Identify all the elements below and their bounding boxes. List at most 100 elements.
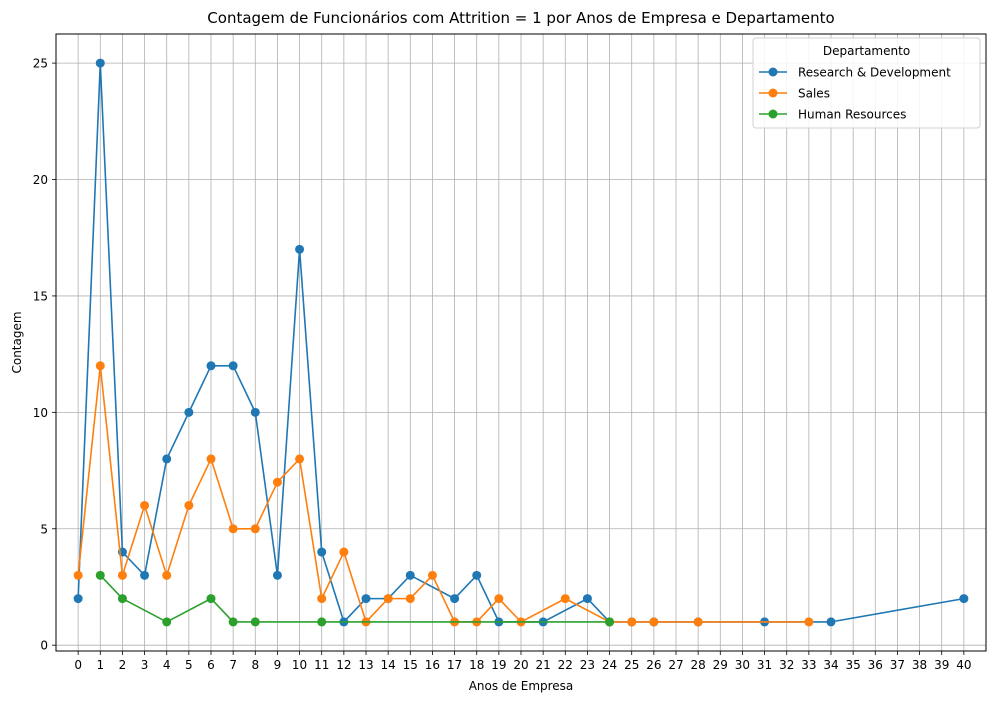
x-tick-label: 6: [207, 658, 215, 672]
x-tick-label: 14: [381, 658, 396, 672]
legend-title: Departamento: [823, 44, 910, 58]
data-point: [649, 617, 659, 627]
data-point: [184, 407, 194, 417]
x-tick-label: 28: [691, 658, 706, 672]
x-tick-label: 3: [141, 658, 149, 672]
x-tick-label: 2: [119, 658, 127, 672]
x-tick-label: 4: [163, 658, 171, 672]
legend-item: Sales: [759, 87, 830, 101]
data-point: [140, 500, 150, 510]
data-point: [427, 570, 437, 580]
legend-swatch-marker: [768, 109, 778, 119]
legend-item: Research & Development: [759, 66, 951, 80]
series-line: [99, 574, 610, 623]
data-point: [95, 361, 105, 371]
y-tick-label: 20: [33, 173, 48, 187]
legend-swatch-marker: [768, 88, 778, 98]
data-point: [693, 617, 703, 627]
data-point: [117, 570, 127, 580]
y-tick-label: 15: [33, 289, 48, 303]
x-tick-label: 32: [779, 658, 794, 672]
data-point: [162, 570, 172, 580]
x-tick-label: 9: [274, 658, 282, 672]
data-point: [295, 244, 305, 254]
legend-item: Human Resources: [759, 108, 906, 122]
data-point: [250, 407, 260, 417]
x-tick-label: 13: [358, 658, 373, 672]
data-point: [206, 594, 216, 604]
data-point: [361, 594, 371, 604]
data-point: [472, 570, 482, 580]
data-point: [560, 594, 570, 604]
data-point: [95, 58, 105, 68]
data-point: [826, 617, 836, 627]
x-tick-label: 24: [602, 658, 617, 672]
x-tick-label: 16: [425, 658, 440, 672]
data-point: [95, 570, 105, 580]
data-point: [605, 617, 615, 627]
x-tick-label: 38: [912, 658, 927, 672]
legend-label: Human Resources: [798, 108, 906, 122]
x-tick-label: 21: [536, 658, 551, 672]
x-tick-label: 40: [956, 658, 971, 672]
x-axis-label: Anos de Empresa: [469, 679, 574, 693]
x-tick-label: 20: [513, 658, 528, 672]
legend: Departamento Research & Development Sales H…: [752, 37, 981, 129]
data-point: [317, 547, 327, 557]
data-point: [250, 524, 260, 534]
x-tick-label: 39: [934, 658, 949, 672]
data-point: [250, 617, 260, 627]
series-layer: [73, 58, 969, 627]
x-tick-label: 27: [668, 658, 683, 672]
data-point: [339, 547, 349, 557]
x-tick-label: 5: [185, 658, 193, 672]
data-point: [228, 617, 238, 627]
data-point: [272, 477, 282, 487]
x-tick-label: 12: [336, 658, 351, 672]
x-tick-label: 0: [74, 658, 82, 672]
y-tick-label: 10: [33, 406, 48, 420]
data-point: [206, 361, 216, 371]
data-point: [405, 594, 415, 604]
x-tick-label: 22: [558, 658, 573, 672]
data-point: [73, 594, 83, 604]
data-point: [295, 454, 305, 464]
x-tick-label: 8: [251, 658, 259, 672]
x-tick-label: 36: [868, 658, 883, 672]
data-point: [162, 454, 172, 464]
data-point: [804, 617, 814, 627]
data-point: [405, 570, 415, 580]
x-tick-label: 29: [713, 658, 728, 672]
legend-label: Sales: [798, 87, 830, 101]
data-point: [383, 594, 393, 604]
data-point: [162, 617, 172, 627]
x-tick-label: 19: [491, 658, 506, 672]
data-point: [184, 500, 194, 510]
x-tick-label: 26: [646, 658, 661, 672]
x-axis: 0 1 2 3 4 5 6 7 8 9 10 11 12 13 14 15 16 17 18 19 20 21 22 23 24…: [74, 651, 971, 672]
x-tick-label: 25: [624, 658, 639, 672]
x-tick-label: 7: [229, 658, 237, 672]
y-tick-label: 25: [33, 57, 48, 71]
x-tick-label: 11: [314, 658, 329, 672]
x-tick-label: 17: [447, 658, 462, 672]
data-point: [317, 617, 327, 627]
y-axis-label: Contagem: [10, 311, 24, 373]
x-tick-label: 31: [757, 658, 772, 672]
data-point: [140, 570, 150, 580]
data-point: [627, 617, 637, 627]
y-axis: 0 5 10 15 20 25: [33, 57, 56, 653]
data-point: [73, 570, 83, 580]
legend-frame: [752, 37, 981, 129]
x-tick-label: 1: [96, 658, 104, 672]
x-tick-label: 18: [469, 658, 484, 672]
x-tick-label: 15: [403, 658, 418, 672]
x-tick-label: 33: [801, 658, 816, 672]
x-tick-label: 30: [735, 658, 750, 672]
x-tick-label: 23: [580, 658, 595, 672]
data-point: [494, 594, 504, 604]
data-point: [959, 594, 969, 604]
x-tick-label: 10: [292, 658, 307, 672]
data-point: [228, 361, 238, 371]
